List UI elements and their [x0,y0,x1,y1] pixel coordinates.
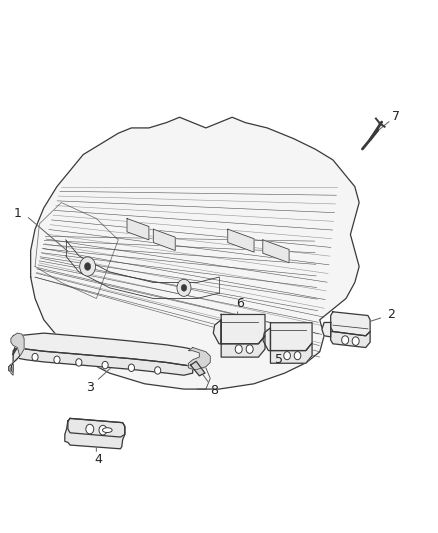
Circle shape [352,337,359,345]
Text: 1: 1 [14,207,21,220]
Polygon shape [331,312,370,336]
Text: 5: 5 [275,353,283,366]
Circle shape [80,257,95,276]
Polygon shape [153,229,175,251]
Circle shape [294,352,301,360]
Polygon shape [331,332,370,348]
Circle shape [155,367,161,374]
Text: 7: 7 [392,110,400,123]
Polygon shape [322,322,331,337]
Circle shape [235,345,242,353]
Circle shape [177,279,191,296]
Text: 4: 4 [95,454,102,466]
Circle shape [76,359,82,366]
Polygon shape [191,361,205,376]
Circle shape [181,285,187,291]
Text: 2: 2 [387,308,395,321]
Circle shape [54,356,60,364]
Polygon shape [127,219,149,240]
Circle shape [102,361,108,369]
Polygon shape [68,418,125,437]
Polygon shape [271,343,312,364]
Polygon shape [263,322,312,351]
Polygon shape [31,117,359,389]
Circle shape [32,353,38,361]
Polygon shape [65,418,125,449]
Polygon shape [13,333,210,366]
Polygon shape [188,348,210,369]
Ellipse shape [102,427,112,433]
Circle shape [85,263,91,270]
Text: 3: 3 [86,381,94,394]
Polygon shape [213,314,265,344]
Text: 8: 8 [211,384,219,397]
Polygon shape [221,336,265,357]
Polygon shape [228,229,254,252]
Circle shape [86,424,94,434]
Text: 6: 6 [236,297,244,310]
Circle shape [99,425,107,435]
Circle shape [284,352,290,360]
Circle shape [128,364,134,372]
Polygon shape [9,348,193,375]
Polygon shape [263,240,289,263]
Circle shape [246,345,253,353]
Polygon shape [11,333,24,375]
Circle shape [342,336,349,344]
